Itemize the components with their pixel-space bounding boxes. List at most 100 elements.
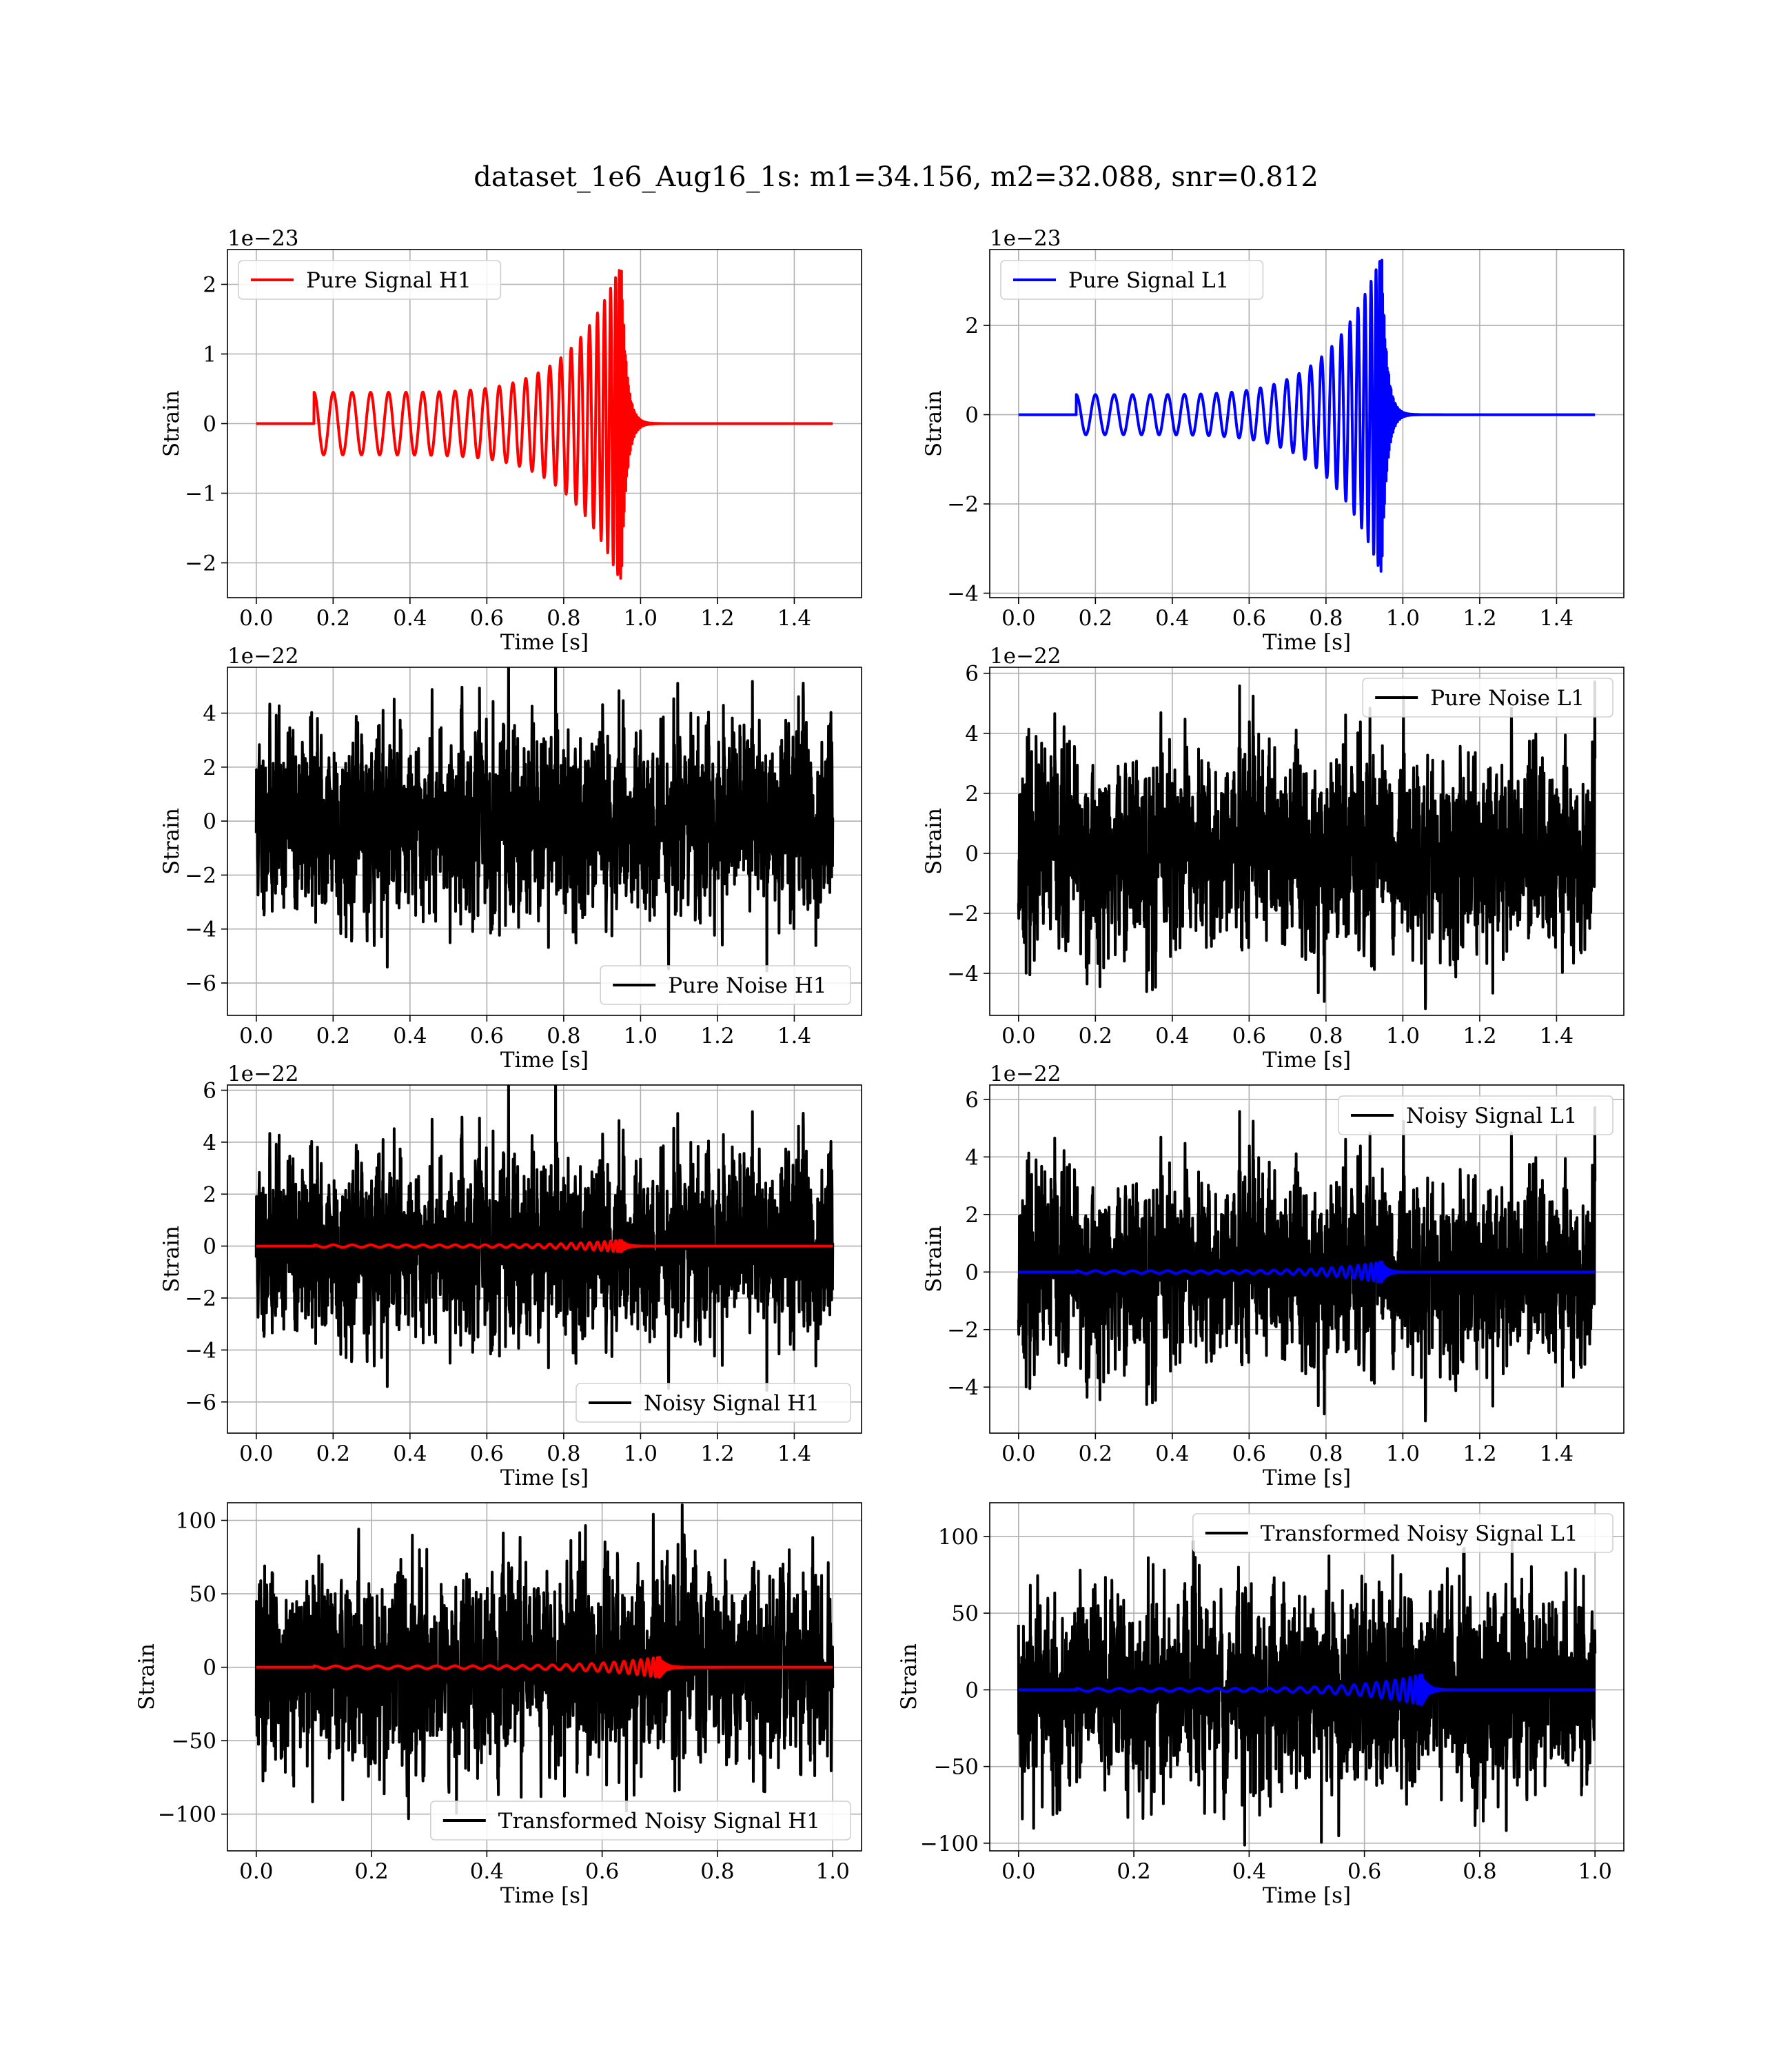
- y-axis-label: Strain: [159, 808, 184, 875]
- legend-box: [238, 260, 502, 300]
- x-axis-label: Time [s]: [500, 1048, 589, 1073]
- series-line-pure-signal-l1: [1018, 258, 1596, 573]
- panel-pure-noise-l1: 0.0 0.2 0.4 0.6 0.8 1.0 1.2 1.4 −4 −2 0 2 4 6 Time [s]…: [922, 644, 1625, 1073]
- y-tick-label: −100: [158, 1803, 216, 1827]
- legend-label: Pure Noise H1: [668, 973, 826, 998]
- x-tick-label: 0.8: [700, 1859, 734, 1884]
- y-tick-label: 0: [203, 809, 216, 834]
- y-tick-label: −4: [185, 1338, 216, 1363]
- x-tick-label: 1.2: [700, 606, 734, 631]
- axes-frame: [989, 249, 1625, 598]
- series-line-noisy-signal-h1: [254, 1085, 835, 1392]
- y-tick-label: 2: [965, 1203, 979, 1228]
- y-tick-label: 0: [965, 842, 979, 866]
- x-tick-label: 0.8: [1309, 1441, 1343, 1466]
- axis-offset-text: 1e−23: [990, 226, 1061, 251]
- x-tick-label: 1.2: [700, 1024, 734, 1048]
- y-tick-label: 6: [965, 662, 979, 687]
- x-axis-label: Time [s]: [500, 1466, 589, 1490]
- x-tick-label: 0.6: [1347, 1859, 1381, 1884]
- y-tick-label: 2: [203, 273, 216, 298]
- y-tick-label: −4: [947, 962, 979, 986]
- y-tick-label: −4: [185, 918, 216, 942]
- axis-offset-text: 1e−22: [227, 644, 299, 669]
- x-tick-label: 1.0: [816, 1859, 850, 1884]
- y-tick-label: 100: [176, 1509, 216, 1534]
- x-tick-label: 0.2: [1079, 1024, 1112, 1048]
- x-tick-label: 0.0: [1001, 1441, 1035, 1466]
- series-line-overlay-1: [1018, 1260, 1596, 1284]
- y-tick-label: 0: [203, 412, 216, 437]
- y-axis-label: Strain: [159, 390, 184, 457]
- y-tick-label: 0: [965, 1678, 979, 1703]
- y-tick-label: −2: [185, 863, 216, 888]
- x-axis-label: Time [s]: [1263, 1466, 1351, 1490]
- x-tick-label: 0.2: [1079, 606, 1112, 631]
- x-tick-label: 0.6: [585, 1859, 619, 1884]
- legend-box: [1000, 260, 1264, 300]
- panel-noisy-signal-l1: 0.0 0.2 0.4 0.6 0.8 1.0 1.2 1.4 −4 −2 0 2 4 6 Time [s]…: [922, 1062, 1625, 1490]
- series-line-pure-noise-l1: [1017, 680, 1597, 1011]
- legend: Noisy Signal L1: [1338, 1095, 1613, 1135]
- y-tick-label: 4: [965, 722, 979, 747]
- series-line-transformed-noisy-signal-h1: [254, 1503, 835, 1821]
- y-tick-label: 50: [190, 1582, 216, 1607]
- x-tick-label: 0.2: [1079, 1441, 1112, 1466]
- legend-label: Pure Noise L1: [1430, 686, 1585, 711]
- x-tick-label: 1.0: [624, 1024, 658, 1048]
- series-line-overlay-1: [256, 1656, 834, 1679]
- x-tick-label: 0.2: [1117, 1859, 1150, 1884]
- y-tick-label: 4: [965, 1145, 979, 1170]
- y-tick-label: 1: [203, 343, 216, 367]
- x-tick-label: 0.2: [354, 1859, 388, 1884]
- x-tick-label: 0.0: [239, 606, 273, 631]
- x-tick-label: 1.0: [1578, 1859, 1612, 1884]
- y-tick-label: 0: [203, 1656, 216, 1681]
- x-tick-label: 1.4: [777, 1441, 811, 1466]
- x-axis-label: Time [s]: [1263, 630, 1351, 655]
- x-tick-label: 1.2: [1463, 606, 1496, 631]
- y-axis-label: Strain: [159, 1226, 184, 1292]
- x-tick-label: 1.4: [1540, 606, 1574, 631]
- panel-pure-noise-h1: 0.0 0.2 0.4 0.6 0.8 1.0 1.2 1.4 −6 −4 −2 0 2 4 Time [s…: [159, 644, 862, 1073]
- x-tick-label: 0.4: [393, 1441, 427, 1466]
- x-tick-label: 0.4: [393, 1024, 427, 1048]
- y-tick-label: 6: [965, 1088, 979, 1113]
- y-tick-label: −2: [947, 492, 979, 517]
- figure-title: dataset_1e6_Aug16_1s: m1=34.156, m2=32.0…: [474, 161, 1318, 193]
- y-axis-label: Strain: [922, 1226, 946, 1292]
- axes-frame: [989, 1084, 1625, 1434]
- legend: Pure Signal H1: [238, 260, 502, 300]
- y-tick-label: 0: [965, 403, 979, 428]
- x-axis-label: Time [s]: [500, 630, 589, 655]
- x-tick-label: 1.0: [1386, 1441, 1420, 1466]
- y-axis-label: Strain: [134, 1643, 159, 1710]
- panel-noisy-signal-h1: 0.0 0.2 0.4 0.6 0.8 1.0 1.2 1.4 −6 −4 −2 0 2 4 6 Time […: [159, 1062, 862, 1490]
- x-tick-label: 0.2: [316, 606, 350, 631]
- y-tick-label: 0: [965, 1260, 979, 1285]
- x-tick-label: 0.4: [1232, 1859, 1266, 1884]
- x-tick-label: 1.4: [777, 1024, 811, 1048]
- y-tick-label: −50: [934, 1755, 979, 1780]
- axes-frame: [227, 667, 862, 1016]
- x-tick-label: 0.4: [1155, 1441, 1189, 1466]
- y-tick-label: 100: [938, 1525, 979, 1550]
- x-tick-label: 0.2: [316, 1024, 350, 1048]
- legend: Pure Noise H1: [600, 965, 851, 1005]
- y-axis-label: Strain: [922, 808, 946, 875]
- series-line-overlay-1: [1018, 1674, 1596, 1707]
- y-axis-label: Strain: [922, 390, 946, 457]
- y-tick-label: −2: [947, 902, 979, 926]
- y-tick-label: −6: [185, 1390, 216, 1415]
- y-tick-label: 2: [965, 314, 979, 338]
- x-tick-label: 0.0: [1001, 606, 1035, 631]
- y-tick-label: 2: [203, 1182, 216, 1207]
- x-tick-label: 0.8: [1309, 1024, 1343, 1048]
- x-tick-label: 0.4: [1155, 1024, 1189, 1048]
- x-axis-label: Time [s]: [1263, 1883, 1351, 1908]
- x-tick-label: 1.4: [1540, 1024, 1574, 1048]
- x-tick-label: 0.6: [1232, 1441, 1266, 1466]
- series-line-transformed-noisy-signal-l1: [1017, 1537, 1597, 1847]
- x-tick-label: 0.4: [393, 606, 427, 631]
